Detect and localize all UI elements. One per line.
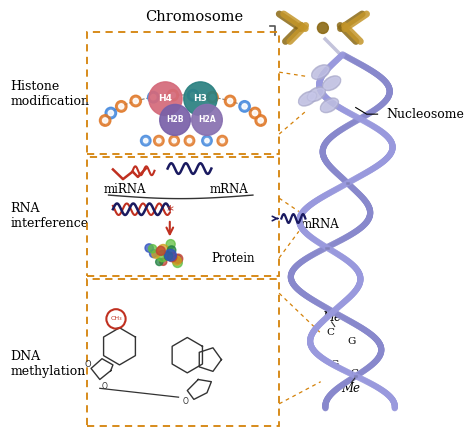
Text: O: O [85, 360, 91, 368]
Ellipse shape [299, 91, 317, 106]
Ellipse shape [318, 22, 328, 33]
Circle shape [116, 101, 127, 112]
Circle shape [164, 252, 173, 260]
Circle shape [191, 105, 222, 135]
Circle shape [173, 256, 181, 265]
Circle shape [252, 110, 258, 116]
Circle shape [217, 135, 228, 146]
Circle shape [118, 104, 124, 109]
Ellipse shape [300, 93, 316, 105]
Circle shape [184, 135, 195, 146]
Circle shape [144, 138, 148, 143]
Circle shape [155, 258, 163, 266]
Circle shape [173, 255, 181, 263]
Circle shape [154, 135, 164, 146]
Circle shape [105, 107, 117, 119]
Text: H3: H3 [193, 94, 207, 103]
Text: miRNA: miRNA [103, 183, 146, 196]
Text: O: O [182, 397, 188, 406]
Circle shape [173, 258, 182, 267]
Circle shape [156, 247, 165, 255]
Text: Histone
modification: Histone modification [10, 80, 89, 108]
Ellipse shape [324, 77, 339, 89]
Circle shape [169, 135, 180, 146]
Circle shape [100, 115, 111, 126]
Circle shape [108, 110, 113, 116]
Circle shape [210, 94, 215, 100]
Ellipse shape [313, 66, 328, 78]
Circle shape [148, 245, 157, 253]
Circle shape [149, 250, 157, 258]
Text: Me: Me [341, 382, 360, 395]
Circle shape [151, 94, 156, 100]
Ellipse shape [309, 89, 324, 100]
Circle shape [255, 115, 266, 126]
Text: RNA
interference: RNA interference [10, 202, 88, 230]
Circle shape [258, 118, 264, 123]
Circle shape [149, 82, 182, 116]
Circle shape [242, 104, 247, 109]
Circle shape [202, 135, 212, 146]
Bar [87, 157, 279, 275]
Circle shape [102, 118, 108, 123]
Ellipse shape [323, 76, 341, 90]
Text: O: O [101, 382, 107, 391]
Circle shape [220, 138, 225, 143]
Text: mRNA: mRNA [210, 183, 248, 196]
Text: Protein: Protein [211, 252, 255, 265]
Circle shape [170, 93, 175, 98]
Ellipse shape [320, 98, 338, 113]
Circle shape [167, 89, 179, 101]
Circle shape [165, 249, 176, 261]
Circle shape [140, 135, 151, 146]
Circle shape [166, 239, 175, 249]
Text: C: C [351, 369, 359, 378]
Text: Nucleosome: Nucleosome [386, 108, 464, 121]
Ellipse shape [321, 100, 337, 111]
Text: Me: Me [322, 311, 341, 324]
Circle shape [157, 138, 161, 143]
Circle shape [184, 82, 217, 116]
Circle shape [187, 89, 199, 101]
Ellipse shape [307, 87, 325, 101]
Text: H2A: H2A [198, 115, 216, 125]
Circle shape [207, 91, 218, 103]
Circle shape [160, 105, 191, 135]
Ellipse shape [312, 65, 330, 80]
Text: Chromosome: Chromosome [145, 10, 243, 24]
Circle shape [130, 95, 141, 107]
Circle shape [249, 107, 261, 119]
Circle shape [191, 93, 196, 98]
Circle shape [224, 95, 236, 107]
Text: C: C [326, 328, 334, 337]
Circle shape [205, 138, 209, 143]
Text: *: * [166, 204, 173, 218]
Circle shape [158, 244, 169, 255]
Bar [87, 32, 279, 154]
Circle shape [172, 138, 176, 143]
Circle shape [157, 251, 168, 262]
Circle shape [152, 251, 160, 258]
Text: H2B: H2B [166, 115, 184, 125]
Circle shape [145, 244, 153, 252]
Circle shape [147, 91, 159, 103]
Circle shape [133, 98, 138, 104]
Circle shape [167, 246, 176, 255]
Circle shape [239, 101, 250, 112]
Circle shape [228, 98, 233, 104]
Circle shape [160, 258, 167, 265]
Text: G: G [347, 336, 356, 345]
Circle shape [187, 138, 191, 143]
Circle shape [173, 254, 183, 263]
Text: G: G [330, 360, 339, 369]
Bar [87, 279, 279, 426]
Text: CH₃: CH₃ [110, 316, 122, 321]
Text: H4: H4 [158, 94, 173, 103]
Text: mRNA: mRNA [301, 218, 340, 231]
Circle shape [167, 252, 177, 262]
Text: DNA
methylation: DNA methylation [10, 350, 85, 378]
